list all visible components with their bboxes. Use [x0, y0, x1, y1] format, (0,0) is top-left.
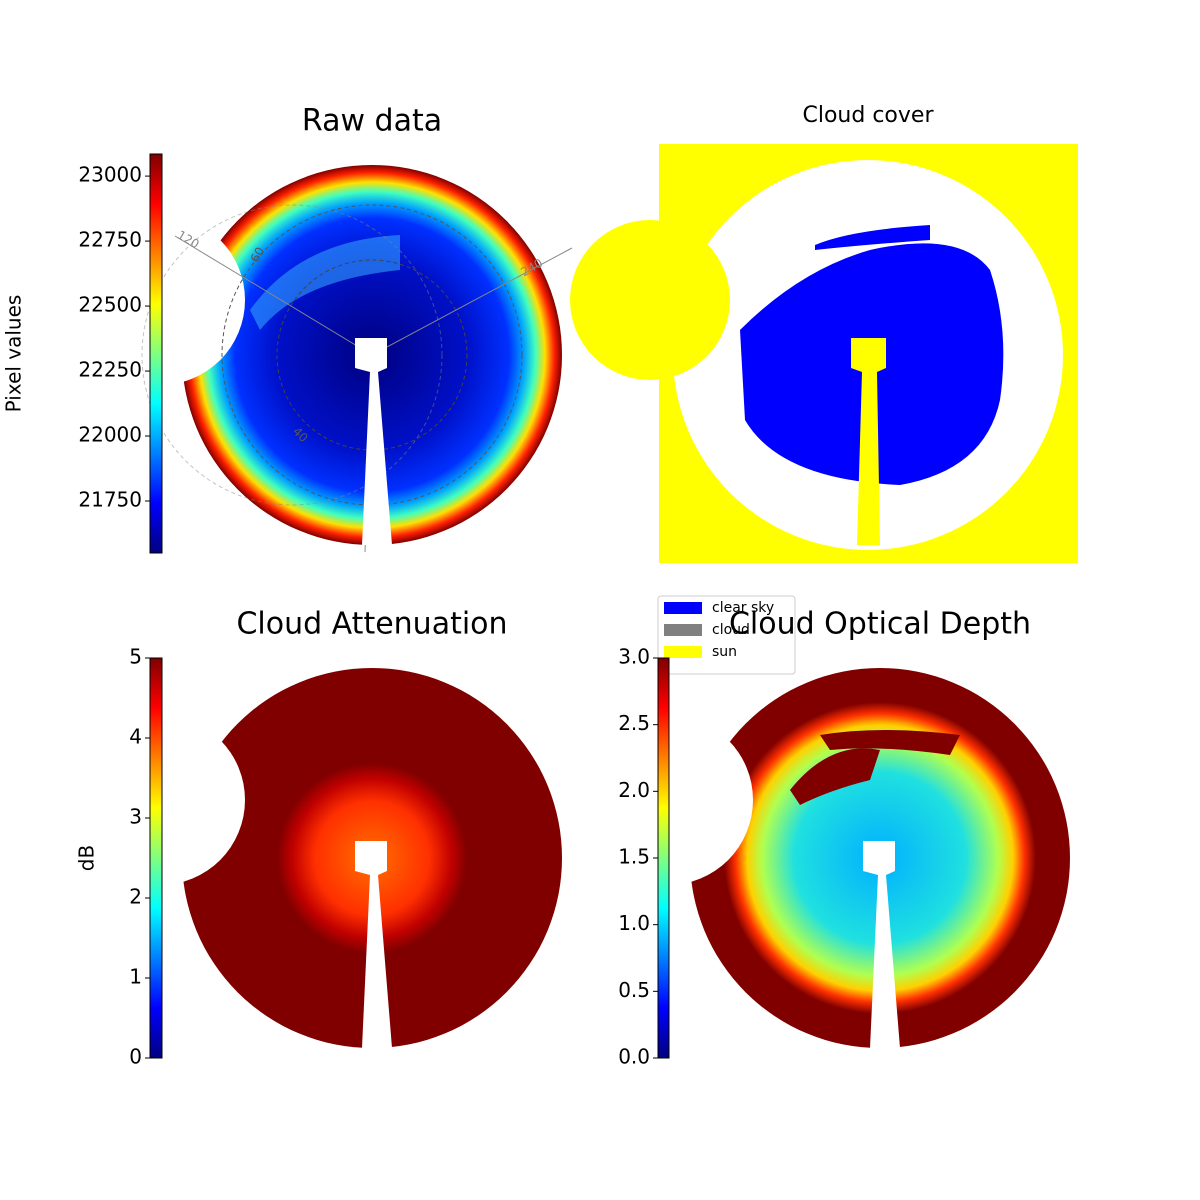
legend-swatch	[664, 646, 702, 658]
colorbar-tick-label: 0	[129, 1045, 142, 1069]
colorbar-tick-label: 2.0	[618, 778, 650, 802]
legend-label: clear sky	[712, 600, 774, 616]
colorbar-tick-label: 1	[129, 965, 142, 989]
colorbar	[149, 153, 163, 554]
cloud-cover-image	[570, 144, 1078, 563]
annotation: 60	[248, 245, 268, 265]
colorbar-tick-label: 22500	[78, 293, 142, 317]
colorbar	[657, 657, 670, 1059]
colorbar-tick-label: 0.5	[618, 978, 650, 1002]
legend-swatch	[664, 602, 702, 614]
legend-label: sun	[712, 644, 737, 660]
colorbar-tick-label: 1.0	[618, 911, 650, 935]
colorbar-tick-label: 22000	[78, 423, 142, 447]
colorbar-tick-label: 23000	[78, 163, 142, 187]
attenuation-image	[75, 668, 562, 1048]
colorbar-tick-label: 1.5	[618, 845, 650, 869]
colorbar-tick-label: 21750	[78, 488, 142, 512]
colorbar-tick-label: 4	[129, 725, 142, 749]
colorbar-tick-label: 0.0	[618, 1045, 650, 1069]
panel-title: Raw data	[302, 104, 442, 139]
colorbar	[149, 657, 163, 1059]
optical-depth-image	[583, 668, 1070, 1048]
colorbar-tick-label: 22750	[78, 228, 142, 252]
legend-swatch	[664, 624, 702, 636]
colorbar-tick-label: 3.0	[618, 645, 650, 669]
panel-title: Cloud Attenuation	[236, 607, 507, 642]
colorbar-tick-label: 2	[129, 885, 142, 909]
colorbar-tick-label: 2.5	[618, 711, 650, 735]
colorbar-tick-label: 22250	[78, 358, 142, 382]
panel-title: Cloud Optical Depth	[729, 607, 1031, 642]
panel-title: Cloud cover	[803, 103, 935, 128]
colorbar-tick-label: 5	[129, 645, 142, 669]
colorbar-label: dB	[75, 845, 99, 871]
colorbar-tick-label: 3	[129, 805, 142, 829]
legend-label: cloud	[712, 622, 750, 638]
colorbar-label: Pixel values	[2, 295, 26, 413]
